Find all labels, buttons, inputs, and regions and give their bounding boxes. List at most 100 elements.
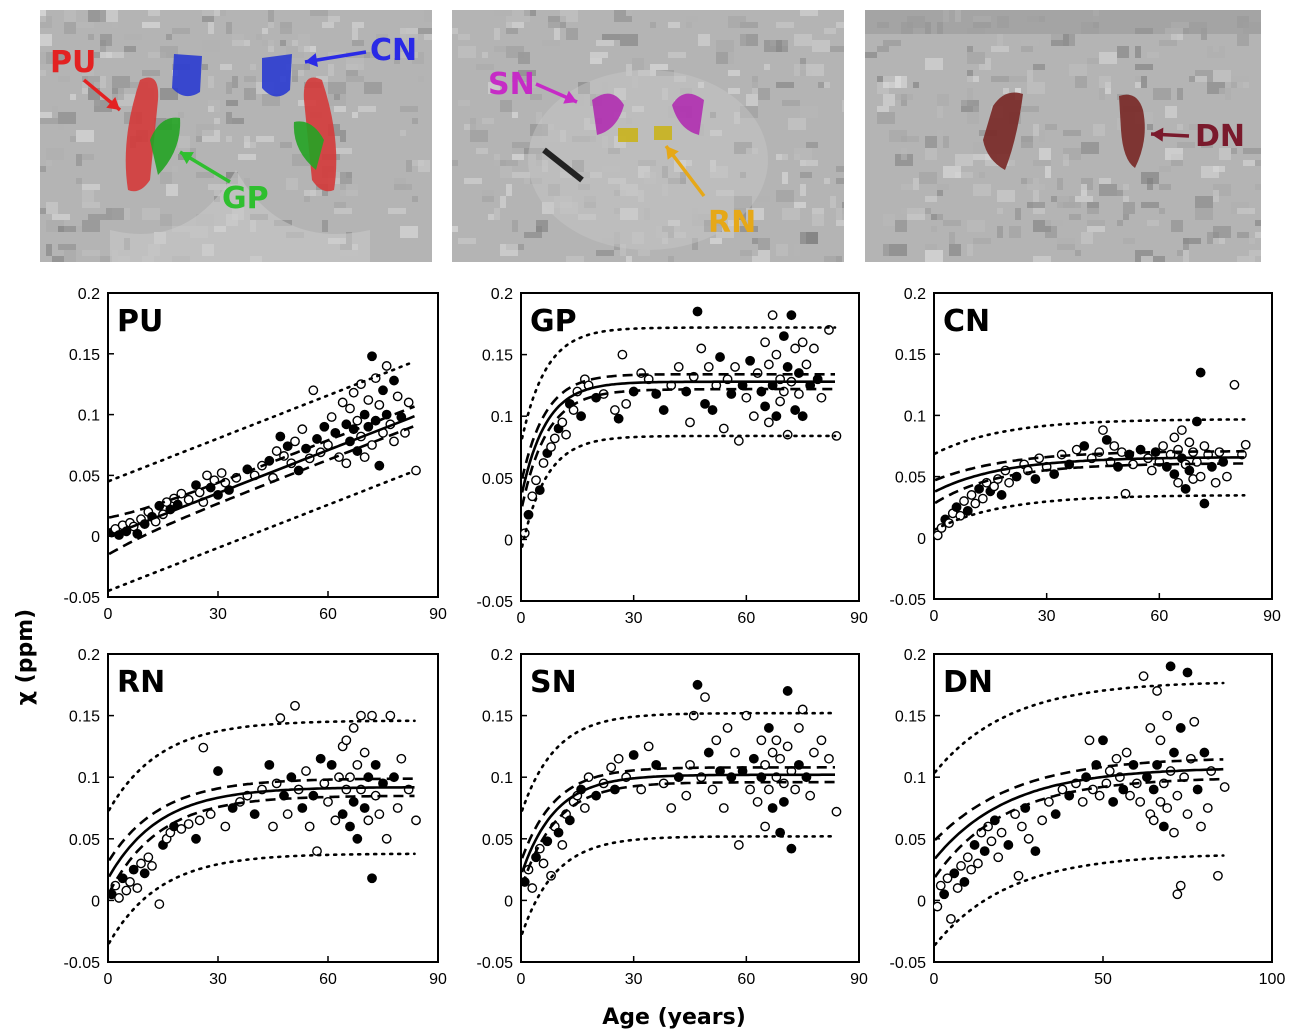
data-point (763, 784, 774, 795)
data-point (809, 343, 819, 354)
label-rn: RN (708, 205, 756, 240)
data-point (323, 796, 333, 807)
data-point (763, 723, 774, 733)
data-point (1044, 796, 1054, 807)
data-point (1030, 846, 1041, 857)
data-point (411, 465, 421, 476)
plot-frame (933, 653, 1273, 963)
region-sn-left (592, 93, 624, 135)
data-point (715, 352, 725, 362)
data-point (824, 753, 834, 764)
data-point (139, 868, 150, 879)
x-tick-label: 0 (104, 606, 113, 623)
plot-frame (107, 292, 439, 598)
fit-line (934, 767, 1224, 860)
data-point (959, 877, 970, 887)
data-point (996, 827, 1007, 838)
data-point (549, 433, 560, 444)
data-point (1138, 671, 1149, 682)
data-point (1004, 477, 1015, 488)
x-tick-label: 60 (737, 610, 755, 627)
data-point (121, 885, 132, 896)
label-pu: PU (50, 45, 96, 80)
data-point (1184, 465, 1195, 476)
y-tick-label: 0 (91, 529, 100, 546)
data-point (979, 846, 990, 857)
data-point (527, 491, 538, 502)
prediction-band-lower (108, 469, 416, 592)
data-point (692, 679, 703, 690)
data-point (797, 704, 808, 715)
y-tick-label: 0.2 (904, 286, 926, 303)
data-point (381, 833, 392, 844)
data-point (617, 349, 628, 360)
confidence-band-lower (108, 794, 415, 894)
data-point (1142, 772, 1152, 783)
data-point (778, 796, 789, 807)
data-point (352, 759, 363, 770)
data-point (345, 821, 355, 832)
y-tick-label: -0.05 (64, 590, 101, 607)
data-point (202, 470, 212, 481)
data-point (1050, 809, 1061, 820)
data-point (392, 803, 403, 813)
data-point (341, 784, 352, 795)
x-tick-label: 90 (429, 971, 447, 988)
data-point (114, 893, 124, 903)
data-point (809, 747, 819, 758)
confidence-band-lower (521, 387, 835, 507)
data-point (1104, 766, 1115, 776)
data-point (760, 759, 771, 770)
x-tick-label: 30 (209, 606, 227, 623)
data-point (198, 742, 209, 753)
y-tick-label: 0.1 (491, 409, 513, 426)
data-point (1010, 809, 1021, 820)
data-point (1182, 667, 1193, 678)
data-point (628, 750, 639, 760)
data-point (977, 493, 988, 504)
data-point (786, 310, 797, 321)
data-point (673, 772, 684, 783)
data-point (1199, 441, 1210, 451)
data-point (760, 337, 771, 348)
data-point (348, 387, 359, 398)
prediction-band-upper (934, 681, 1225, 774)
confidence-band-lower (934, 462, 1245, 505)
data-point (136, 858, 146, 869)
x-tick-label: 0 (104, 971, 113, 988)
data-point (1240, 439, 1251, 450)
data-point (370, 759, 381, 770)
prediction-band-upper (934, 418, 1246, 455)
y-tick-label: 0.15 (482, 709, 513, 726)
y-tick-label: 0 (504, 893, 513, 910)
data-point (374, 809, 385, 820)
data-point (389, 375, 399, 386)
data-point (194, 815, 205, 826)
data-point (1172, 790, 1183, 801)
panel-title: SN (530, 665, 577, 700)
x-tick-label: 30 (625, 610, 643, 627)
data-point (1175, 723, 1186, 733)
y-tick-label: 0 (91, 893, 100, 910)
panel-title: DN (943, 665, 993, 700)
data-point (1158, 441, 1168, 451)
region-pu-left (125, 77, 159, 192)
data-point (801, 359, 812, 370)
prediction-band-lower (521, 835, 837, 935)
data-point (341, 419, 352, 430)
data-point (576, 411, 586, 422)
x-tick-label: 30 (1038, 608, 1056, 625)
data-point (760, 821, 771, 832)
data-point (147, 861, 157, 871)
data-point (1094, 790, 1105, 801)
data-point (966, 864, 977, 875)
data-point (956, 861, 966, 871)
data-point (1213, 870, 1223, 881)
y-tick-label: 0.15 (482, 348, 513, 365)
confidence-band-lower (108, 424, 415, 556)
prediction-band-upper (108, 719, 416, 812)
prediction-band-upper (108, 360, 416, 483)
y-tick-label: 0.15 (895, 347, 926, 364)
panel-title: PU (117, 304, 163, 339)
